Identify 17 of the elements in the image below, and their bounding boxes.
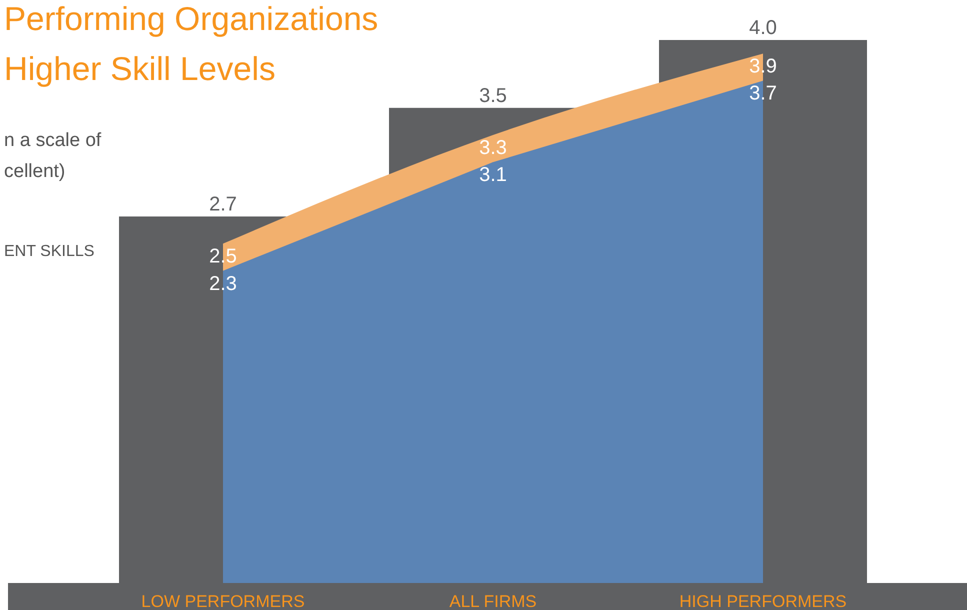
x-tick-label: ALL FIRMS — [449, 592, 537, 610]
data-label: 3.7 — [749, 82, 777, 105]
data-label: 3.5 — [479, 84, 507, 107]
data-label: 3.1 — [479, 164, 507, 186]
chart-title: Performing Organizations — [4, 0, 378, 37]
x-tick-label: HIGH PERFORMERS — [679, 592, 847, 610]
data-label: 2.7 — [209, 193, 237, 216]
data-label: 3.9 — [749, 56, 777, 78]
x-tick-label: LOW PERFORMERS — [141, 592, 305, 610]
data-label: 4.0 — [749, 17, 777, 39]
data-label: 2.5 — [209, 246, 237, 268]
chart-subtitle: Higher Skill Levels — [4, 50, 276, 87]
text: ENT SKILLS — [4, 243, 94, 260]
data-label: 3.3 — [479, 137, 507, 160]
text: cellent) — [4, 161, 66, 182]
text: n a scale of — [4, 130, 102, 151]
data-label: 2.3 — [209, 272, 237, 295]
